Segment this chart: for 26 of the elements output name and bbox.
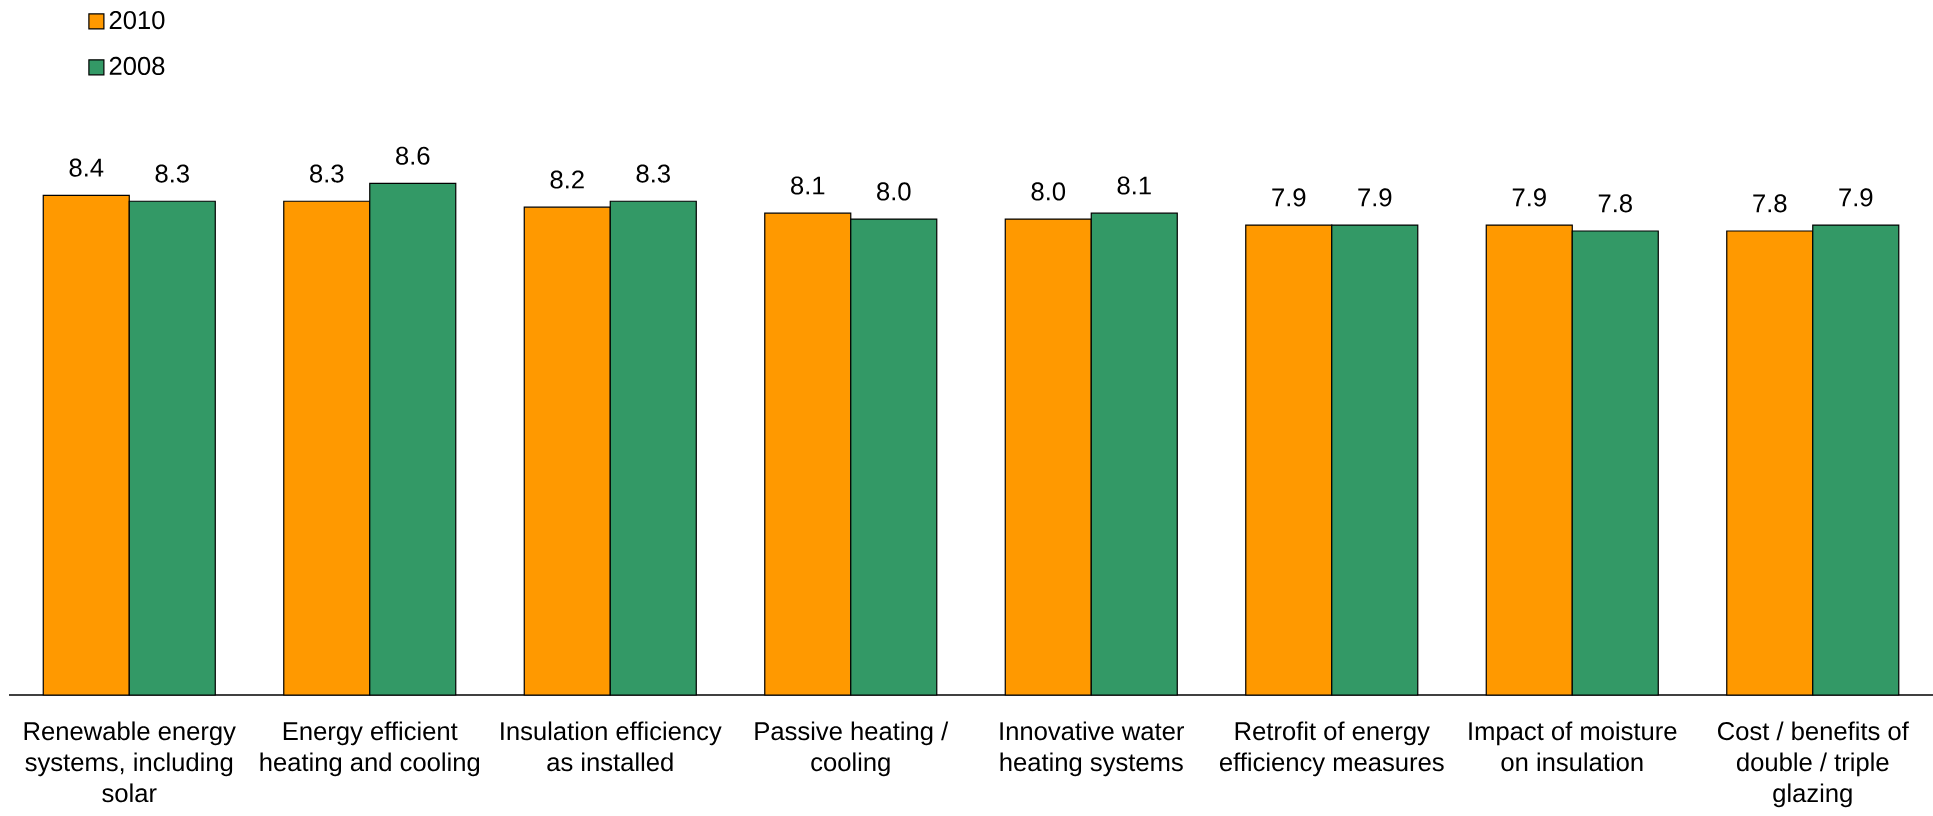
legend-label: 2010 bbox=[109, 11, 165, 30]
data-label: 7.9 bbox=[1272, 188, 1306, 207]
data-label: 8.0 bbox=[1031, 182, 1066, 201]
data-label: 8.0 bbox=[877, 182, 911, 201]
data-label: 7.8 bbox=[1753, 194, 1787, 213]
data-label: 8.3 bbox=[155, 164, 189, 183]
x-tick-label: Impact of moisture on insulation bbox=[1469, 721, 1677, 772]
data-label: 7.9 bbox=[1512, 188, 1546, 207]
data-label: 8.2 bbox=[550, 170, 584, 189]
data-label: 8.1 bbox=[791, 176, 825, 195]
x-tick-label: Renewable energy systems, including solar bbox=[24, 721, 236, 803]
data-label: 8.6 bbox=[396, 146, 430, 165]
x-tick-label: Energy efficient heating and cooling bbox=[260, 721, 480, 777]
data-label: 8.1 bbox=[1117, 176, 1151, 195]
x-tick-label: Passive heating / cooling bbox=[755, 721, 949, 777]
x-tick-label: Cost / benefits of double / triple glazing bbox=[1718, 721, 1909, 808]
data-label: 7.9 bbox=[1358, 188, 1392, 207]
data-label: 8.4 bbox=[69, 158, 104, 177]
legend-label: 2008 bbox=[109, 56, 165, 75]
x-tick-label: Retrofit of energy efficiency measures bbox=[1219, 721, 1444, 777]
data-label: 7.8 bbox=[1598, 194, 1632, 213]
x-tick-label: Innovative water heating systems bbox=[1000, 721, 1184, 777]
data-label: 8.3 bbox=[636, 164, 670, 183]
x-tick-label: Insulation efficiency as installed bbox=[501, 721, 722, 772]
data-label: 7.9 bbox=[1839, 188, 1873, 207]
data-label: 8.3 bbox=[310, 164, 344, 183]
